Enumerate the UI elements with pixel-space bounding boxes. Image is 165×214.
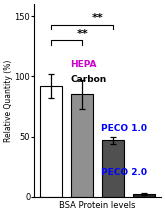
- Text: PECO 1.0: PECO 1.0: [101, 124, 147, 133]
- Bar: [133, 194, 155, 197]
- Y-axis label: Relative Quantity (%): Relative Quantity (%): [4, 59, 13, 142]
- Bar: [71, 94, 93, 197]
- Text: PECO 2.0: PECO 2.0: [101, 168, 147, 177]
- Text: **: **: [76, 29, 88, 39]
- Bar: [40, 86, 62, 197]
- Text: HEPA: HEPA: [70, 60, 97, 69]
- Text: Carbon: Carbon: [70, 76, 107, 85]
- Bar: [102, 140, 124, 197]
- Text: **: **: [92, 13, 103, 23]
- X-axis label: BSA Protein levels: BSA Protein levels: [59, 201, 136, 210]
